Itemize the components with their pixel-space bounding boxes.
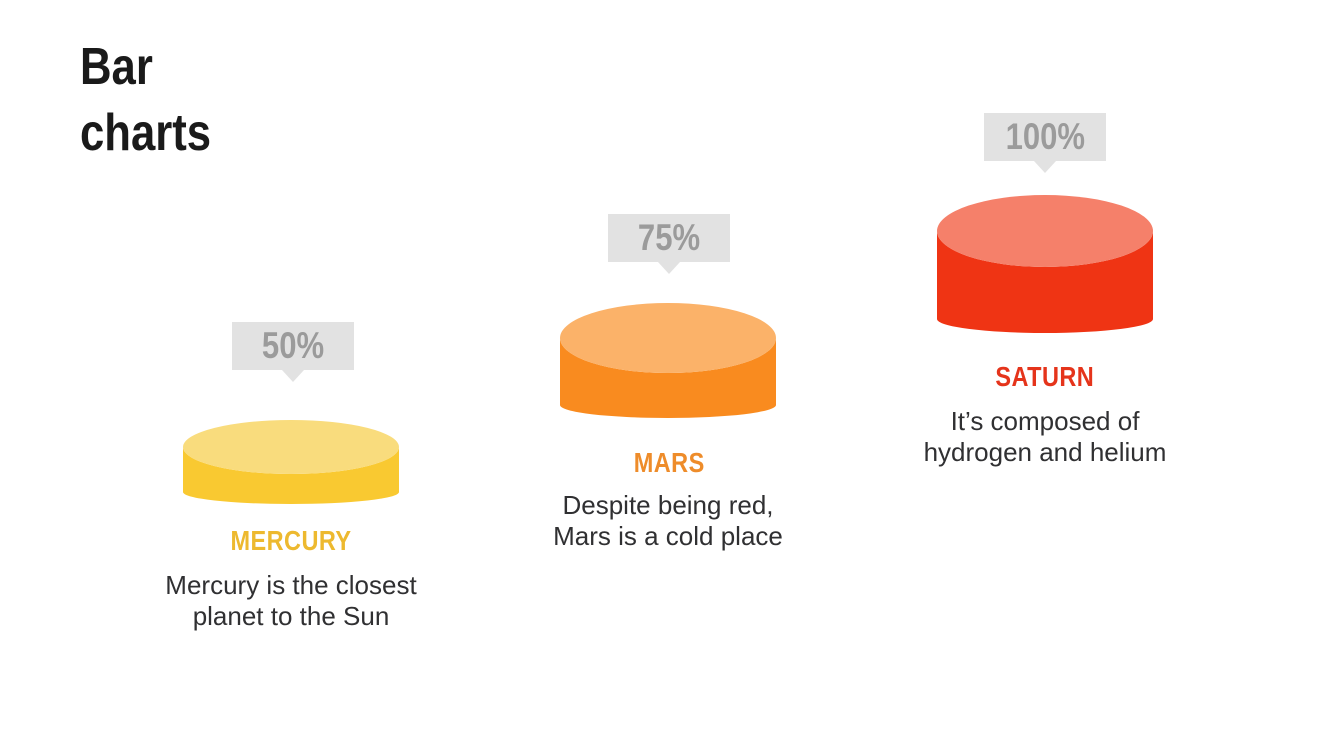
value-badge-saturn: 100%: [984, 113, 1106, 173]
value-badge-mars: 75%: [608, 214, 730, 274]
mercury-cylinder-top: [183, 420, 399, 474]
value-badge-saturn-pointer: [1034, 161, 1056, 173]
mars-cylinder-top: [560, 303, 776, 373]
mars-caption: Despite being red, Mars is a cold place: [508, 490, 828, 552]
value-badge-mercury-pointer: [282, 370, 304, 382]
mars-cylinder: [560, 303, 776, 418]
mars-caption-line-2: Mars is a cold place: [553, 521, 783, 551]
saturn-cylinder-top: [937, 195, 1153, 267]
mercury-cylinder: [183, 420, 399, 504]
mars-caption-line-1: Despite being red,: [562, 490, 774, 520]
mercury-cylinder-body: [183, 447, 399, 504]
saturn-caption-line-2: hydrogen and helium: [923, 437, 1167, 467]
mars-label: MARS: [633, 447, 705, 478]
value-badge-saturn-text: 100%: [1005, 116, 1085, 157]
value-badge-mercury-text: 50%: [261, 325, 325, 366]
saturn-cylinder: [937, 195, 1153, 333]
mercury-caption: Mercury is the closest planet to the Sun: [131, 570, 451, 632]
mercury-caption-line-1: Mercury is the closest: [165, 570, 417, 600]
value-badge-mercury: 50%: [232, 322, 354, 382]
saturn-caption: It’s composed of hydrogen and helium: [885, 406, 1205, 468]
mercury-caption-line-2: planet to the Sun: [192, 601, 390, 631]
saturn-label: SATURN: [995, 361, 1095, 392]
title-line-1: Bar: [80, 38, 153, 96]
mars-cylinder-body: [560, 338, 776, 418]
value-badge-mars-pointer: [658, 262, 680, 274]
slide-title: Bar charts: [80, 34, 236, 166]
value-badge-mars-text: 75%: [637, 217, 701, 258]
saturn-cylinder-body: [937, 231, 1153, 333]
title-line-2: charts: [80, 104, 212, 162]
saturn-caption-line-1: It’s composed of: [950, 406, 1140, 436]
mercury-label: MERCURY: [230, 525, 352, 556]
